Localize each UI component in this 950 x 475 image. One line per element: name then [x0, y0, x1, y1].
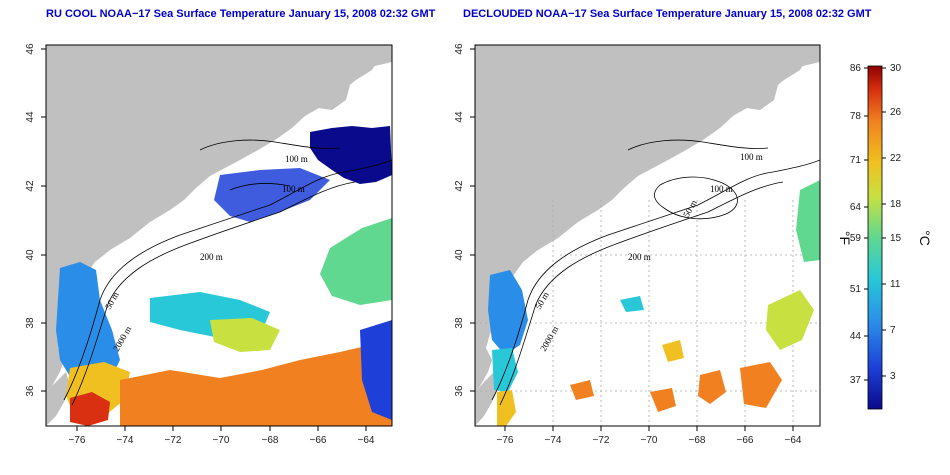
sst-patch	[320, 218, 392, 305]
right-map-frame	[474, 44, 821, 427]
delmarva	[475, 372, 498, 426]
left-x-axis: −76 −74 −72 −70 −68 −66 −64	[69, 426, 375, 446]
x-tick-label: −66	[310, 435, 327, 446]
celsius-tick: 7	[890, 325, 896, 336]
y-tick-label: 46	[454, 43, 465, 55]
fahrenheit-unit-label: °F	[837, 231, 853, 245]
fahrenheit-tick: 51	[850, 284, 862, 295]
y-tick-label: 44	[25, 111, 36, 123]
x-tick-label: −72	[165, 435, 182, 446]
x-tick-label: −70	[641, 435, 658, 446]
y-tick-label: 38	[454, 317, 465, 329]
sst-patch	[650, 388, 676, 412]
contour-label: 100 m	[285, 154, 308, 164]
left-map: 100 m 100 m 200 m 50 m 2000 m	[46, 45, 392, 426]
x-tick-label: −74	[545, 435, 562, 446]
contour-label: 100 m	[710, 184, 733, 194]
y-tick-label: 36	[454, 385, 465, 397]
celsius-tick: 11	[890, 279, 901, 290]
colorbar-scale	[867, 65, 883, 410]
right-map-title: DECLOUDED NOAA−17 Sea Surface Temperatur…	[463, 8, 872, 20]
y-tick-label: 40	[454, 249, 465, 261]
left-map-title: RU COOL NOAA−17 Sea Surface Temperature …	[46, 8, 436, 20]
fahrenheit-tick: 64	[850, 202, 862, 213]
sst-patch	[310, 126, 392, 184]
celsius-tick: 30	[890, 63, 902, 74]
sst-patch	[497, 390, 516, 426]
fahrenheit-tick: 37	[850, 375, 862, 386]
fahrenheit-tick: 86	[850, 63, 862, 74]
left-y-axis: 36 38 40 42 44 46	[25, 43, 46, 397]
left-map-frame	[45, 44, 393, 427]
contour-label: 100 m	[740, 152, 763, 162]
right-y-axis: 36 38 40 42 44 46	[454, 43, 475, 397]
sst-patch	[766, 290, 814, 350]
land-mass	[475, 45, 820, 392]
sst-patch	[740, 362, 782, 408]
y-tick-label: 36	[25, 385, 36, 397]
x-tick-label: −64	[785, 435, 802, 446]
sst-patch	[662, 340, 684, 362]
sst-patch	[570, 380, 594, 400]
contour-label: 200 m	[628, 252, 651, 262]
y-tick-label: 38	[25, 317, 36, 329]
x-tick-label: −76	[497, 435, 514, 446]
bathymetry-contours	[491, 139, 820, 406]
x-tick-label: −68	[689, 435, 706, 446]
sst-patch	[120, 340, 392, 426]
sst-patch	[620, 296, 644, 312]
fahrenheit-tick: 71	[850, 155, 862, 166]
x-tick-label: −68	[262, 435, 279, 446]
x-tick-label: −74	[117, 435, 134, 446]
x-tick-label: −76	[69, 435, 86, 446]
fahrenheit-tick: 44	[850, 331, 862, 342]
sst-patch	[360, 320, 392, 420]
celsius-tick: 26	[890, 107, 902, 118]
sst-patch	[796, 180, 820, 262]
land-mass	[46, 45, 392, 392]
x-tick-label: −64	[358, 435, 375, 446]
nova-scotia	[292, 60, 378, 116]
delmarva	[46, 372, 70, 426]
y-tick-label: 40	[25, 249, 36, 261]
fahrenheit-tick: 59	[850, 233, 862, 244]
celsius-tick: 15	[890, 233, 902, 244]
right-x-axis: −76 −74 −72 −70 −68 −66 −64	[497, 426, 802, 446]
contour-label: 200 m	[200, 252, 223, 262]
y-tick-label: 44	[454, 111, 465, 123]
y-tick-label: 46	[25, 43, 36, 55]
contour-label: 100 m	[282, 184, 305, 194]
right-map: 100 m 100 m 50 m 200 m 50 m 2000 m	[475, 45, 820, 426]
sst-patch	[698, 370, 726, 404]
sst-patch	[56, 262, 120, 385]
fahrenheit-tick: 78	[850, 111, 862, 122]
celsius-tick: 22	[890, 153, 902, 164]
sst-patch	[214, 168, 330, 222]
x-tick-label: −70	[213, 435, 230, 446]
sst-patch	[492, 348, 518, 392]
celsius-tick: 18	[890, 199, 902, 210]
sst-patch	[210, 318, 280, 352]
celsius-unit-label: °C	[917, 230, 933, 246]
x-tick-label: −72	[593, 435, 610, 446]
nova-scotia	[720, 60, 806, 116]
y-tick-label: 42	[454, 180, 465, 192]
celsius-tick: 3	[890, 371, 896, 382]
sst-patch	[70, 392, 110, 426]
y-tick-label: 42	[25, 180, 36, 192]
bathymetry-contours	[63, 139, 392, 406]
x-tick-label: −66	[737, 435, 754, 446]
graticule	[475, 200, 820, 426]
colorbar: 86 78 71 64 59 51 44 37 30 26 22 18 15 1…	[837, 63, 933, 410]
